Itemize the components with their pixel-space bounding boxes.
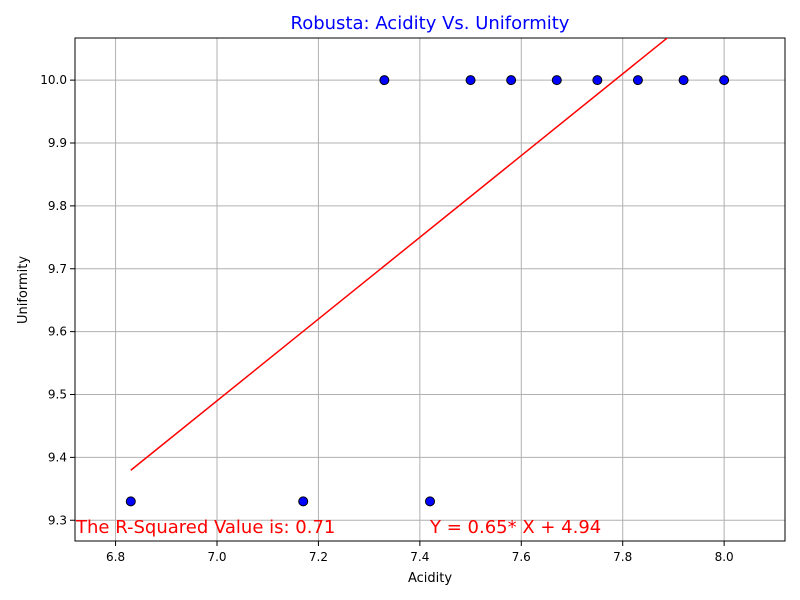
x-axis-label: Acidity bbox=[408, 571, 452, 586]
x-axis-ticks: 6.8 7.0 7.2 7.4 7.6 7.8 8.0 bbox=[106, 541, 734, 564]
chart-title: Robusta: Acidity Vs. Uniformity bbox=[291, 13, 570, 34]
regression-equation-annotation: Y = 0.65* X + 4.94 bbox=[429, 517, 601, 538]
x-tick-label: 7.6 bbox=[512, 550, 531, 564]
y-tick-label: 9.6 bbox=[48, 325, 67, 339]
y-tick-label: 9.3 bbox=[48, 513, 67, 527]
data-point bbox=[592, 75, 603, 86]
data-point bbox=[465, 75, 476, 86]
data-point bbox=[298, 496, 309, 507]
data-point bbox=[425, 496, 435, 507]
plot-area-frame bbox=[74, 37, 786, 542]
y-tick-label: 10.0 bbox=[40, 73, 67, 87]
data-point bbox=[678, 75, 689, 86]
x-tick-label: 7.0 bbox=[207, 550, 226, 564]
y-axis-ticks: 9.3 9.4 9.5 9.6 9.7 9.8 9.9 10.0 bbox=[40, 73, 75, 527]
y-tick-label: 9.7 bbox=[48, 262, 67, 276]
x-tick-label: 6.8 bbox=[106, 550, 125, 564]
x-tick-label: 7.4 bbox=[410, 550, 429, 564]
data-point bbox=[632, 75, 643, 86]
data-point bbox=[125, 496, 136, 507]
y-tick-label: 9.5 bbox=[48, 388, 67, 402]
x-tick-label: 8.0 bbox=[715, 550, 734, 564]
data-point bbox=[506, 75, 517, 86]
data-point bbox=[719, 75, 730, 86]
grid-lines bbox=[75, 38, 785, 541]
y-axis-label: Uniformity bbox=[16, 256, 31, 324]
r-squared-annotation: The R-Squared Value is: 0.71 bbox=[75, 517, 335, 538]
y-tick-label: 9.4 bbox=[48, 450, 67, 464]
data-point bbox=[379, 75, 390, 86]
regression-line bbox=[130, 38, 669, 471]
y-tick-label: 9.8 bbox=[48, 199, 67, 213]
data-point bbox=[551, 75, 562, 86]
x-tick-label: 7.2 bbox=[309, 550, 328, 564]
x-tick-label: 7.8 bbox=[613, 550, 632, 564]
data-points bbox=[125, 75, 730, 507]
y-tick-label: 9.9 bbox=[48, 136, 67, 150]
